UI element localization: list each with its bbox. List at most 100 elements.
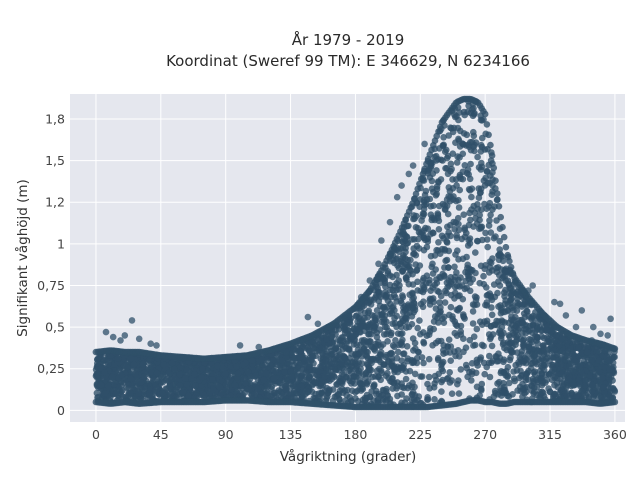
data-point <box>436 202 443 210</box>
data-point <box>347 363 355 370</box>
data-point <box>494 289 501 297</box>
data-point <box>306 373 313 381</box>
outlier-point <box>607 315 614 323</box>
data-point <box>504 277 512 285</box>
data-point <box>460 211 468 218</box>
x-axis-ticks: 0 45 90 135 180 225 270 315 360 <box>92 427 627 442</box>
data-point <box>515 359 522 366</box>
data-point <box>425 373 433 381</box>
data-point <box>433 376 440 384</box>
data-point <box>366 393 374 401</box>
data-point <box>442 257 449 265</box>
data-point <box>367 301 375 308</box>
data-point <box>172 387 179 394</box>
data-point <box>405 382 413 389</box>
data-point <box>611 353 618 361</box>
data-point <box>217 391 224 399</box>
data-point <box>296 354 304 361</box>
data-point <box>348 380 355 387</box>
data-point <box>353 312 360 319</box>
data-point <box>309 345 317 352</box>
data-point <box>488 296 496 304</box>
data-point <box>209 386 217 394</box>
data-point <box>517 335 525 343</box>
y-tick-label: 0,75 <box>37 278 65 293</box>
data-point <box>599 374 607 382</box>
outlier-point <box>255 343 263 351</box>
outlier-point <box>578 307 586 314</box>
data-point <box>192 382 199 389</box>
data-point <box>487 157 495 164</box>
data-point <box>264 392 272 399</box>
data-point <box>179 388 187 396</box>
data-point <box>542 371 549 378</box>
data-point <box>496 237 504 245</box>
x-tick-label: 270 <box>473 427 497 442</box>
data-point <box>604 394 611 401</box>
data-point <box>540 334 548 342</box>
data-point <box>344 337 352 345</box>
data-point <box>254 385 262 393</box>
data-point <box>288 393 295 401</box>
data-point <box>360 346 368 353</box>
data-point <box>480 116 487 123</box>
data-point <box>413 242 421 250</box>
data-point <box>183 366 191 374</box>
data-point <box>429 342 436 349</box>
data-point <box>399 363 406 371</box>
data-point <box>354 397 362 405</box>
data-point <box>341 343 349 350</box>
data-point <box>386 281 394 289</box>
data-point <box>486 217 493 224</box>
data-point <box>295 362 303 369</box>
data-point <box>389 374 396 382</box>
outlier-point <box>147 340 154 348</box>
outlier-point <box>421 140 428 148</box>
data-point <box>377 311 384 319</box>
data-point <box>367 357 374 365</box>
data-point <box>272 368 279 375</box>
data-point <box>437 176 445 183</box>
data-point <box>370 382 378 390</box>
data-point <box>167 390 175 398</box>
data-point <box>504 373 511 381</box>
data-point <box>243 385 251 393</box>
data-point <box>258 356 266 364</box>
data-point <box>176 382 184 389</box>
data-point <box>482 229 489 237</box>
data-point <box>455 204 463 211</box>
data-point <box>294 384 302 392</box>
data-point <box>315 390 323 397</box>
data-point <box>322 357 330 364</box>
data-point <box>507 263 515 271</box>
data-point <box>517 292 524 300</box>
data-point <box>393 271 400 279</box>
data-point <box>483 302 491 309</box>
data-point <box>465 171 473 178</box>
data-point <box>165 369 173 376</box>
data-point <box>408 320 416 328</box>
data-point <box>398 323 405 331</box>
data-point <box>465 186 473 193</box>
data-point <box>553 351 561 358</box>
data-point <box>477 141 485 149</box>
data-point <box>209 376 216 383</box>
data-point <box>480 280 488 288</box>
data-point <box>434 355 442 362</box>
data-point <box>412 261 420 268</box>
data-point <box>464 272 472 279</box>
data-point <box>383 330 390 338</box>
data-point <box>406 266 414 274</box>
data-point <box>424 394 431 401</box>
data-point <box>534 347 541 354</box>
data-point <box>402 261 409 268</box>
data-point <box>510 375 518 382</box>
data-point <box>394 262 401 269</box>
data-point <box>502 243 510 251</box>
data-point <box>105 382 112 390</box>
data-point <box>505 340 513 348</box>
data-point <box>466 209 473 217</box>
data-point <box>119 393 126 401</box>
data-point <box>522 329 530 337</box>
data-point <box>396 282 403 289</box>
